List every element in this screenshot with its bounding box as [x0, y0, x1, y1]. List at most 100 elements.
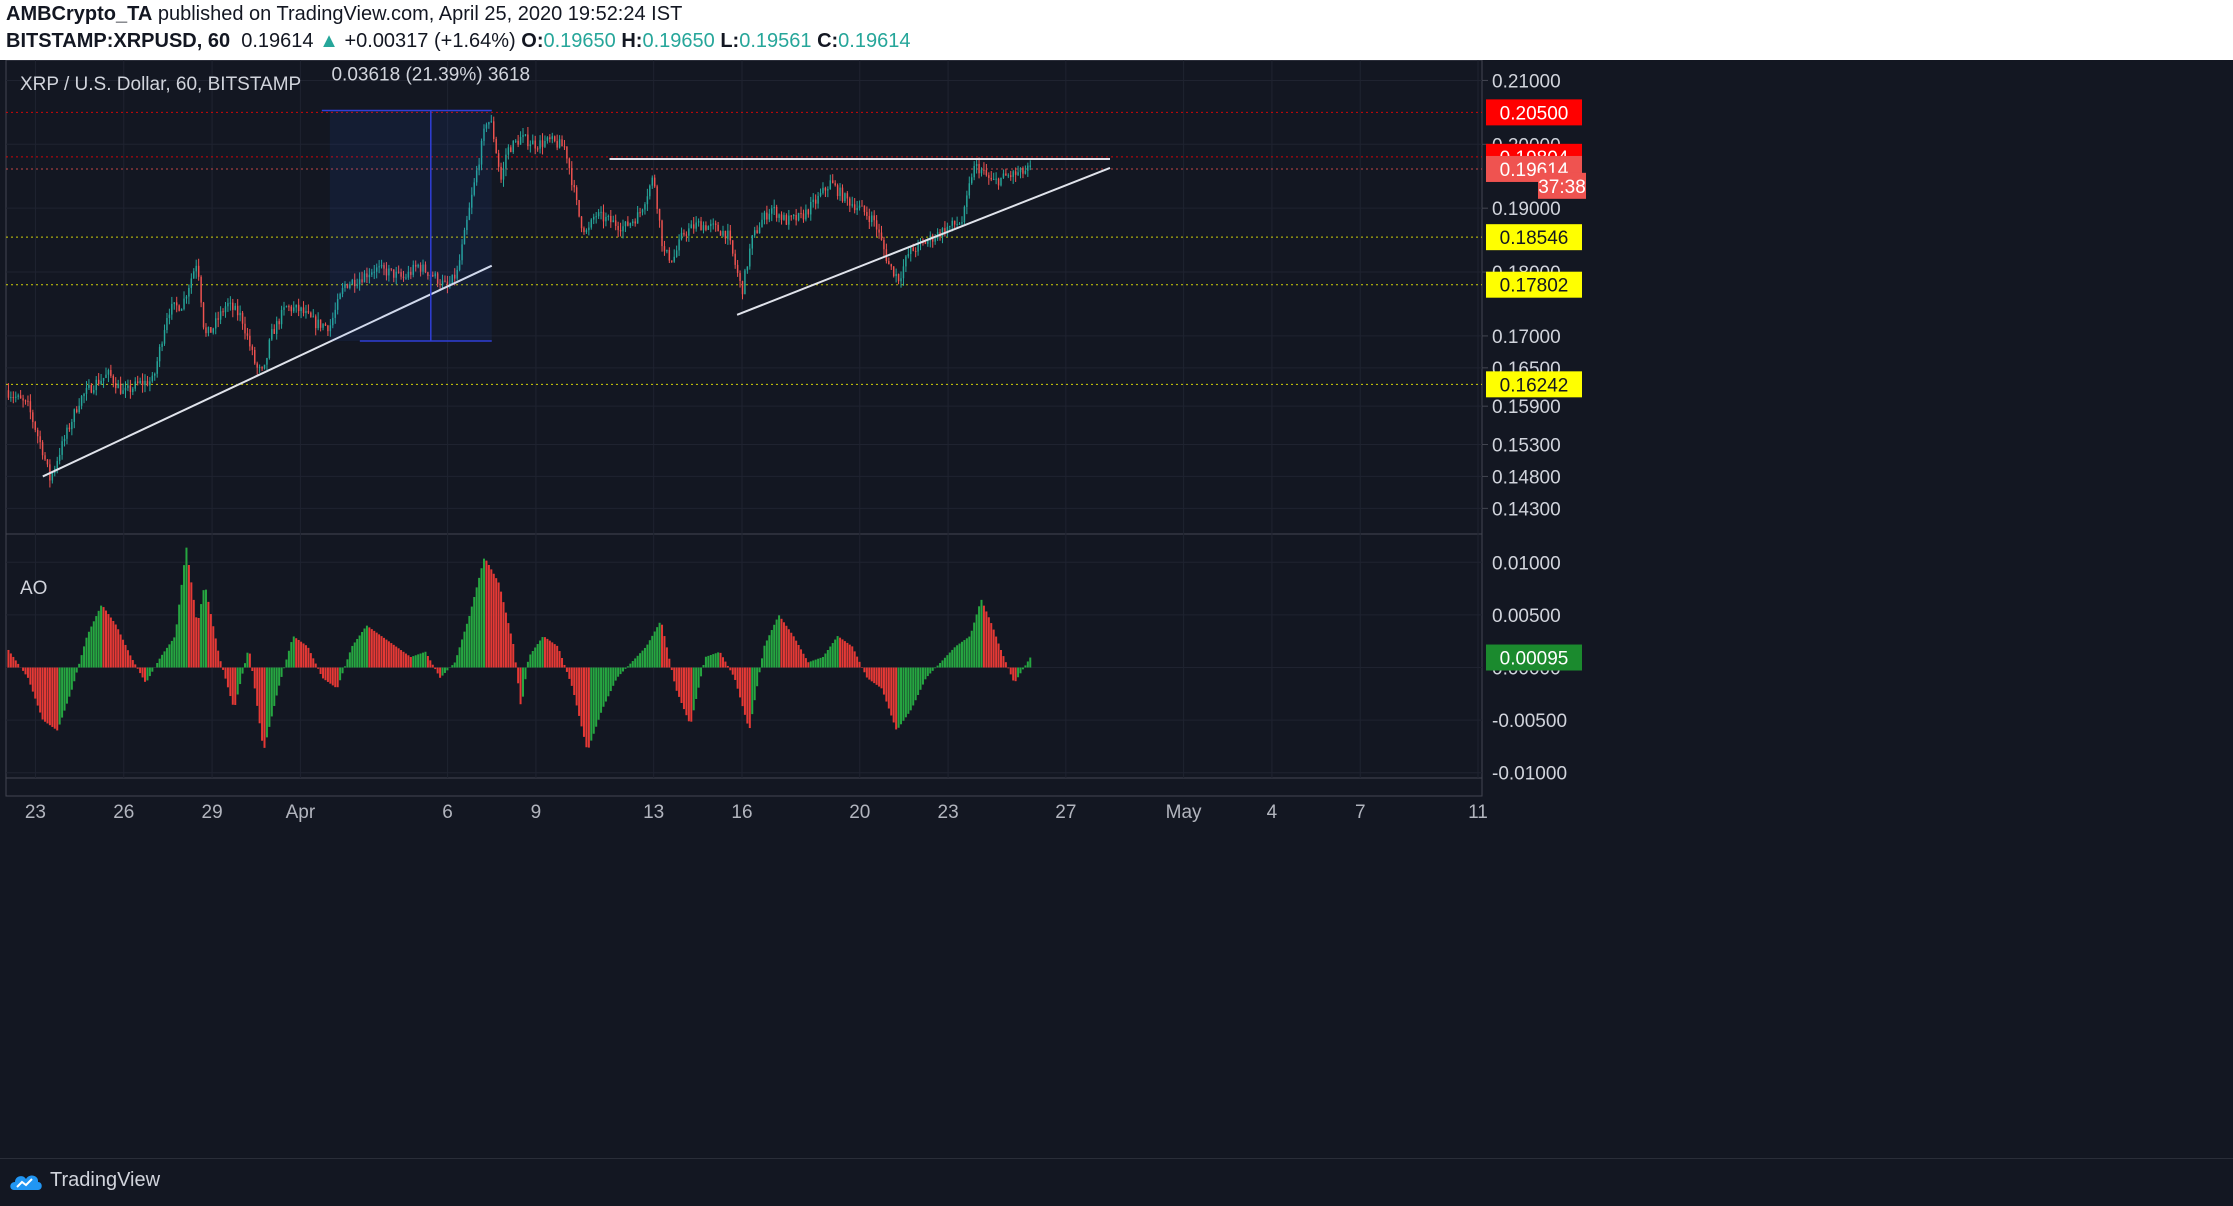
candle-body: [207, 327, 210, 334]
price-axis-label: 37:38: [1538, 177, 1586, 198]
candle-body: [36, 429, 39, 437]
candle-body: [627, 221, 629, 226]
candle-body: [968, 183, 971, 196]
candle-body: [912, 247, 914, 252]
candle-body: [151, 375, 154, 382]
open-label: O:: [521, 30, 544, 52]
candle-body: [173, 302, 176, 304]
price-axis-label: 0.17802: [1500, 276, 1569, 297]
candle-body: [97, 379, 100, 385]
ao-y-tick-label: -0.01000: [1492, 764, 1567, 785]
candle-body: [1005, 173, 1007, 176]
price-chart-svg[interactable]: 232629Apr691316202327May47110.210000.200…: [0, 60, 2233, 1158]
tradingview-logo[interactable]: TradingView: [8, 1169, 160, 1192]
high-label: H:: [621, 30, 643, 52]
candle-body: [834, 183, 836, 186]
candle-body: [305, 310, 307, 314]
candle-body: [556, 141, 558, 148]
candle-body: [807, 209, 810, 215]
candle-body: [319, 319, 322, 328]
candle-body: [617, 225, 619, 231]
candle-body: [446, 281, 449, 287]
candle-body: [412, 264, 414, 275]
candle-body: [790, 215, 793, 217]
candle-body: [358, 279, 361, 285]
candle-body: [451, 274, 454, 284]
candle-body: [1024, 170, 1027, 174]
candle-body: [163, 330, 166, 344]
candle-body: [122, 390, 124, 394]
price-axis-label-box: [1486, 99, 1582, 126]
tradingview-brand: TradingView: [50, 1169, 161, 1191]
candle-body: [529, 144, 532, 147]
candle-body: [597, 212, 600, 217]
candle-body: [312, 316, 315, 318]
author-name[interactable]: AMBCrypto_TA: [6, 3, 153, 25]
candle-body: [80, 396, 83, 406]
candle-body: [514, 140, 517, 142]
ohlc-legend: BITSTAMP:XRPUSD, 60 0.19614 ▲ +0.00317 (…: [6, 30, 910, 53]
candle-body: [751, 235, 753, 249]
candle-body: [778, 214, 780, 218]
candle-body: [419, 264, 422, 272]
candle-body: [975, 163, 978, 167]
candle-body: [890, 264, 892, 267]
candle-body: [805, 209, 807, 220]
open-value: 0.19650: [543, 30, 616, 52]
candle-body: [436, 273, 439, 284]
candle-body: [490, 121, 493, 123]
candle-body: [988, 175, 990, 178]
candle-body: [17, 395, 19, 397]
candle-body: [897, 273, 900, 282]
price-axis-label: 0.20500: [1500, 103, 1569, 124]
candle-body: [697, 221, 700, 223]
candle-body: [88, 384, 90, 388]
candle-body: [663, 246, 666, 252]
candle-body: [819, 193, 822, 196]
candle-body: [580, 216, 583, 229]
candle-body: [539, 140, 541, 149]
candle-body: [849, 198, 851, 206]
candle-body: [524, 134, 527, 136]
candle-body: [100, 380, 102, 385]
candle-body: [1029, 165, 1031, 167]
candle-body: [395, 271, 397, 278]
candle-body: [1010, 175, 1012, 177]
candle-body: [219, 311, 222, 320]
candle-body: [910, 247, 912, 255]
candle-body: [727, 230, 729, 239]
candle-body: [22, 398, 24, 401]
candle-body: [868, 216, 871, 223]
candle-body: [500, 166, 502, 180]
chart-area[interactable]: 232629Apr691316202327May47110.210000.200…: [0, 60, 2233, 1205]
candle-body: [619, 230, 622, 232]
up-arrow-icon: ▲: [319, 30, 339, 52]
candle-body: [980, 169, 983, 174]
candle-body: [112, 375, 115, 383]
candle-body: [683, 232, 685, 235]
candle-body: [424, 264, 427, 273]
candle-body: [907, 254, 910, 257]
candle-body: [336, 298, 339, 310]
candle-body: [961, 222, 963, 224]
candle-body: [27, 400, 29, 402]
candle-body: [1022, 167, 1024, 174]
candle-body: [236, 305, 239, 316]
candle-body: [773, 206, 775, 209]
candle-body: [383, 265, 385, 269]
candle-body: [766, 212, 768, 220]
candle-body: [485, 124, 488, 129]
low-label: L:: [720, 30, 740, 52]
candle-body: [702, 225, 705, 231]
candle-body: [719, 231, 722, 236]
candle-body: [258, 367, 261, 369]
candle-body: [724, 230, 727, 239]
candle-body: [75, 409, 78, 413]
x-tick-label: 27: [1055, 802, 1076, 823]
candle-body: [317, 319, 319, 329]
candle-body: [522, 134, 524, 138]
measure-box: [329, 110, 492, 342]
footer-bar: TradingView: [0, 1158, 2233, 1206]
candle-body: [307, 310, 310, 313]
candle-body: [373, 271, 375, 273]
